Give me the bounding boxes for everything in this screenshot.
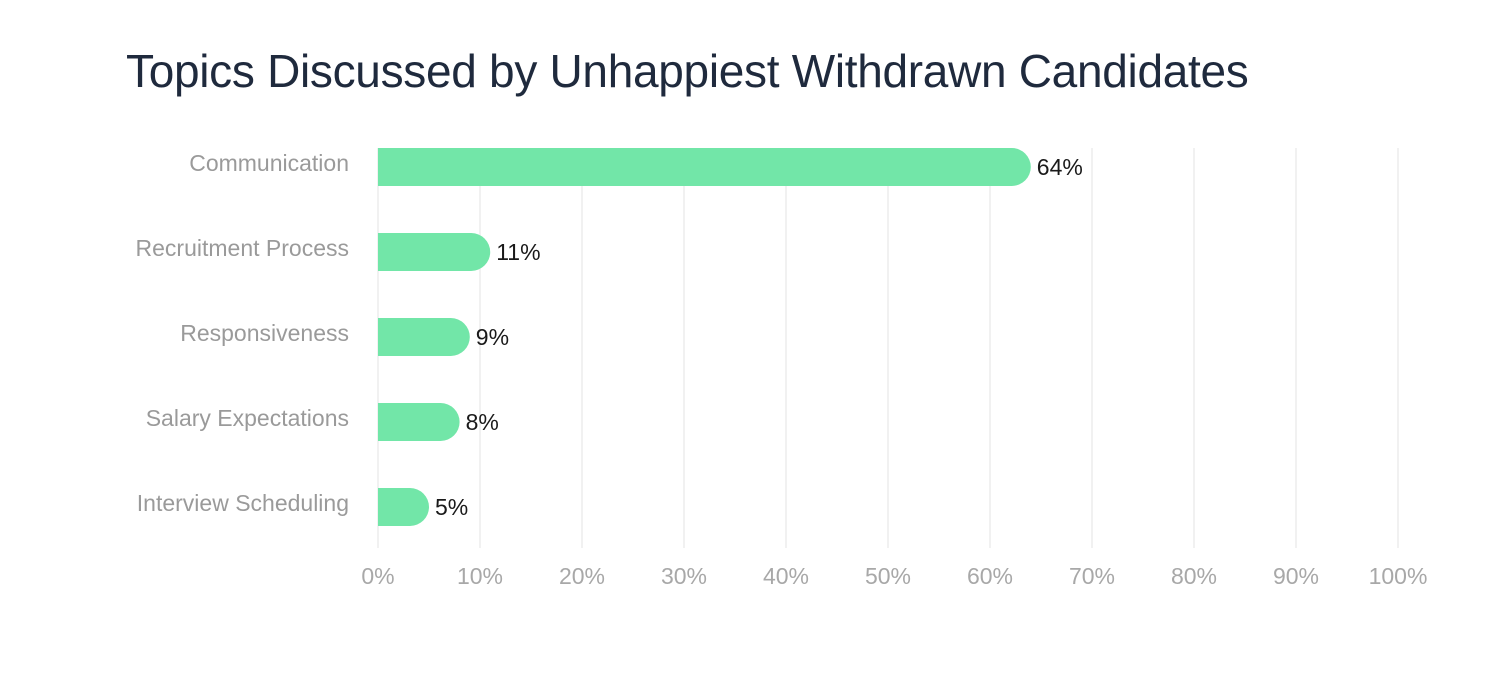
- x-tick-label: 100%: [1369, 563, 1428, 589]
- chart-title: Topics Discussed by Unhappiest Withdrawn…: [126, 45, 1249, 97]
- category-label: Recruitment Process: [136, 235, 349, 261]
- x-tick-label: 0%: [361, 563, 394, 589]
- category-label: Interview Scheduling: [137, 490, 349, 516]
- category-label: Communication: [189, 150, 349, 176]
- x-tick-label: 50%: [865, 563, 911, 589]
- bar: [378, 318, 470, 356]
- value-label: 11%: [496, 239, 540, 265]
- value-label: 64%: [1037, 154, 1083, 180]
- x-tick-label: 60%: [967, 563, 1013, 589]
- bar: [378, 233, 491, 271]
- bar: [378, 403, 460, 441]
- value-labels: 64% 11% 9% 8% 5%: [435, 154, 1083, 520]
- x-tick-label: 80%: [1171, 563, 1217, 589]
- category-label: Salary Expectations: [146, 405, 349, 431]
- x-tick-label: 30%: [661, 563, 707, 589]
- x-tick-label: 10%: [457, 563, 503, 589]
- x-tick-label: 20%: [559, 563, 605, 589]
- x-tick-label: 40%: [763, 563, 809, 589]
- x-tick-label: 90%: [1273, 563, 1319, 589]
- bar: [378, 488, 429, 526]
- x-axis-ticks: 0% 10% 20% 30% 40% 50% 60% 70% 80% 90% 100%: [361, 563, 1427, 589]
- value-label: 8%: [466, 409, 499, 435]
- gridlines: [377, 148, 1399, 548]
- value-label: 5%: [435, 494, 468, 520]
- value-label: 9%: [476, 324, 509, 350]
- category-labels: Communication Recruitment Process Responsi…: [136, 150, 349, 516]
- x-tick-label: 70%: [1069, 563, 1115, 589]
- bars: [378, 148, 1031, 526]
- bar: [378, 148, 1031, 186]
- category-label: Responsiveness: [180, 320, 349, 346]
